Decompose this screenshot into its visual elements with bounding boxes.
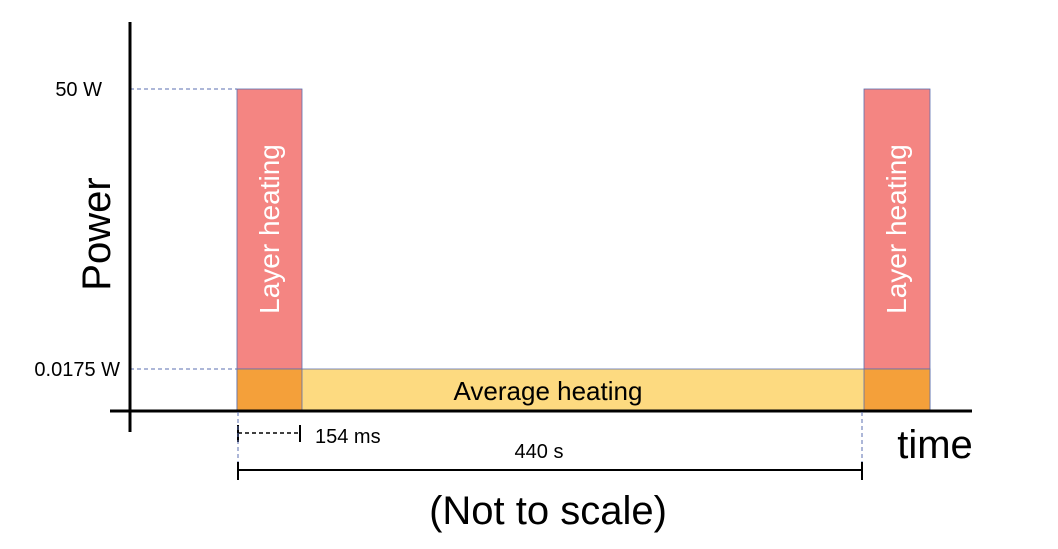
pulse-width-label: 154 ms [315, 426, 381, 448]
y-axis-label: Power [75, 177, 119, 290]
y-tick-high: 50 W [55, 79, 102, 101]
layer-heating-label-2: Layer heating [881, 144, 912, 314]
overlap-block-1 [236, 368, 303, 412]
y-tick-low: 0.0175 W [34, 359, 120, 381]
x-axis-label: time [897, 423, 973, 467]
layer-heating-label-1: Layer heating [254, 144, 285, 314]
caption: (Not to scale) [429, 489, 667, 533]
layer-heating-pulse-1 [236, 88, 303, 370]
average-heating-band [236, 368, 931, 412]
average-heating-label: Average heating [454, 376, 643, 406]
period-label: 440 s [515, 441, 564, 463]
overlap-block-2 [863, 368, 931, 412]
